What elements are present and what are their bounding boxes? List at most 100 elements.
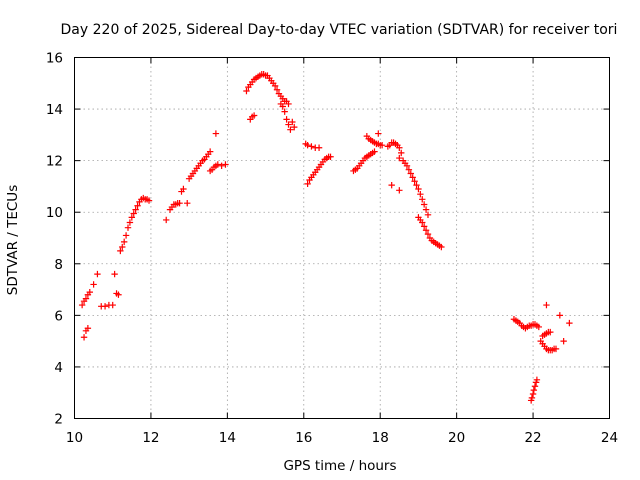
y-tick-label: 16 bbox=[46, 51, 63, 67]
data-point bbox=[90, 281, 97, 288]
data-point bbox=[422, 227, 430, 234]
data-point bbox=[407, 170, 414, 177]
data-point bbox=[378, 141, 386, 149]
data-point bbox=[531, 383, 539, 390]
data-point bbox=[285, 121, 292, 128]
data-point bbox=[222, 161, 229, 168]
data-point bbox=[180, 185, 187, 193]
x-tick-label: 10 bbox=[66, 430, 83, 446]
data-point bbox=[283, 116, 290, 123]
data-point bbox=[543, 301, 550, 309]
data-point bbox=[560, 337, 567, 345]
data-point bbox=[529, 390, 537, 398]
data-point bbox=[411, 178, 418, 185]
x-axis-label: GPS time / hours bbox=[283, 458, 396, 474]
data-point bbox=[403, 162, 411, 169]
data-point bbox=[119, 243, 126, 251]
data-point bbox=[566, 319, 573, 327]
data-point bbox=[315, 144, 323, 151]
x-tick-label: 12 bbox=[142, 430, 159, 446]
data-point bbox=[94, 270, 101, 278]
data-point bbox=[126, 219, 134, 226]
data-point bbox=[419, 196, 426, 203]
plot-frame bbox=[74, 57, 610, 419]
data-point bbox=[388, 181, 395, 189]
data-point bbox=[415, 185, 422, 193]
data-point bbox=[124, 224, 132, 231]
data-point bbox=[413, 181, 420, 189]
data-point bbox=[176, 199, 183, 207]
data-point bbox=[327, 153, 334, 160]
data-point bbox=[424, 230, 432, 238]
data-point bbox=[285, 100, 292, 108]
x-tick-label: 22 bbox=[524, 430, 541, 446]
data-point bbox=[132, 206, 139, 213]
data-point bbox=[218, 162, 225, 169]
y-tick-label: 2 bbox=[54, 412, 63, 428]
data-point bbox=[101, 303, 109, 310]
data-point bbox=[117, 247, 124, 255]
data-point bbox=[214, 161, 222, 168]
data-point bbox=[122, 232, 130, 239]
data-point bbox=[308, 143, 315, 150]
data-point bbox=[80, 334, 88, 341]
data-point bbox=[398, 149, 405, 157]
data-point bbox=[184, 199, 191, 207]
data-point bbox=[82, 295, 90, 302]
data-point bbox=[243, 87, 250, 95]
data-point bbox=[375, 130, 382, 137]
tick-marks bbox=[74, 57, 610, 419]
grid bbox=[74, 57, 610, 419]
data-points bbox=[78, 71, 573, 404]
data-point bbox=[250, 112, 258, 119]
x-tick-label: 16 bbox=[295, 430, 312, 446]
data-point bbox=[289, 118, 296, 126]
data-point bbox=[419, 219, 426, 226]
data-point bbox=[547, 328, 554, 336]
data-point bbox=[371, 148, 378, 155]
data-point bbox=[163, 216, 170, 224]
data-point bbox=[271, 82, 279, 90]
data-point bbox=[206, 148, 214, 155]
y-tick-label: 12 bbox=[46, 154, 63, 170]
data-point bbox=[304, 180, 311, 188]
x-tick-label: 18 bbox=[372, 430, 389, 446]
data-point bbox=[109, 301, 116, 309]
data-point bbox=[287, 126, 294, 133]
data-point bbox=[528, 394, 536, 402]
data-point bbox=[535, 323, 543, 331]
y-tick-label: 6 bbox=[54, 308, 63, 324]
data-point bbox=[291, 123, 298, 131]
data-point bbox=[396, 144, 403, 151]
data-point bbox=[396, 187, 403, 194]
data-point bbox=[78, 301, 86, 309]
data-point bbox=[273, 86, 281, 93]
data-point bbox=[420, 201, 428, 208]
data-point bbox=[281, 108, 288, 115]
y-tick-label: 4 bbox=[54, 360, 63, 376]
data-point bbox=[422, 206, 430, 213]
data-point bbox=[212, 130, 220, 137]
data-point bbox=[130, 210, 137, 217]
data-point bbox=[128, 214, 136, 221]
y-tick-label: 14 bbox=[46, 102, 63, 118]
data-point bbox=[556, 312, 564, 319]
data-point bbox=[145, 197, 153, 204]
data-point bbox=[396, 154, 403, 162]
x-tick-label: 20 bbox=[448, 430, 465, 446]
data-point bbox=[409, 174, 416, 181]
data-point bbox=[438, 243, 445, 251]
y-axis-label: SDTVAR / TECUs bbox=[5, 185, 21, 295]
y-tick-labels: 2 4 6 8 10 12 14 16 bbox=[46, 51, 63, 428]
data-point bbox=[115, 291, 122, 298]
data-point bbox=[120, 238, 128, 246]
data-point bbox=[134, 202, 141, 209]
data-point bbox=[304, 141, 311, 149]
x-tick-label: 24 bbox=[601, 430, 618, 446]
y-tick-label: 8 bbox=[54, 257, 63, 273]
data-point bbox=[279, 103, 286, 110]
data-point bbox=[111, 270, 118, 278]
data-point bbox=[530, 386, 538, 394]
y-tick-label: 10 bbox=[46, 205, 63, 221]
